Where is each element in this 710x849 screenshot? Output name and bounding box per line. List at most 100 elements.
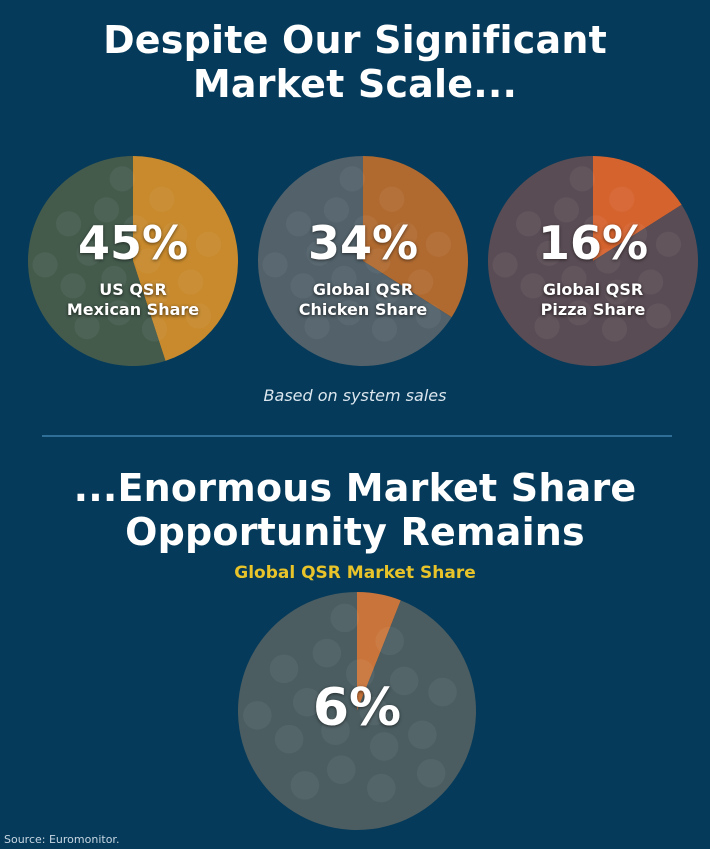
pie-pizza-texture <box>622 221 648 248</box>
pie-pizza-texture <box>536 240 562 266</box>
pie-assorted-food-texture <box>330 603 360 633</box>
pie-pizza-texture <box>583 215 609 241</box>
pie-tacos-texture <box>60 273 86 299</box>
pie-assorted-food-texture <box>389 666 419 696</box>
pie-assorted-food-texture <box>243 701 272 730</box>
pie-tacos-texture <box>106 300 132 326</box>
pie-tacos-slice-0 <box>133 156 239 361</box>
pie-pizza-texture <box>609 186 635 212</box>
pie-pizza-slice-1 <box>488 156 698 366</box>
pie-assorted-food-texture <box>367 773 396 803</box>
pie-mexican: 45% US QSR Mexican Share <box>28 156 239 366</box>
pie-tacos-texture <box>178 269 204 295</box>
pie-assorted-food-texture <box>326 755 356 784</box>
pie-chicken-label: Global QSR Chicken Share <box>298 280 428 319</box>
pie-fried-chicken-texture <box>285 211 312 237</box>
pie-pizza-texture <box>569 166 595 192</box>
pie-pizza-slice-0 <box>593 156 682 261</box>
pie-fried-chicken-texture <box>425 231 452 257</box>
pie-tacos-slice-1 <box>28 156 166 366</box>
pie-global-qsr-svg <box>238 592 476 830</box>
pie-fried-chicken-texture <box>379 186 405 212</box>
pie-fried-chicken-texture <box>374 279 400 305</box>
pie-global-qsr: 6% <box>238 592 476 830</box>
chart-subtitle: Global QSR Market Share <box>234 563 476 583</box>
pie-pizza-texture <box>601 316 628 342</box>
pie-pizza: 16% Global QSR Pizza Share <box>488 156 698 366</box>
pie-fried-chicken-texture <box>306 240 332 266</box>
pie-assorted-food-texture <box>269 654 299 684</box>
pie-pizza-texture <box>645 303 672 329</box>
pie-tacos-texture <box>141 316 168 342</box>
pie-fried-chicken-texture <box>392 221 418 248</box>
pie-fried-chicken-slice-0 <box>363 156 468 318</box>
pie-tacos-texture <box>123 215 149 241</box>
pie-mexican-value: 45% <box>77 216 189 270</box>
pie-fried-chicken-texture <box>371 316 398 342</box>
pie-fried-chicken-texture <box>323 197 349 223</box>
pie-tacos-texture <box>185 303 212 329</box>
pie-pizza-texture <box>515 211 542 237</box>
pie-assorted-food-texture <box>375 626 404 656</box>
pie-fried-chicken-texture <box>290 273 316 299</box>
pie-fried-chicken-texture <box>339 166 365 192</box>
pie-tacos-texture <box>55 211 82 237</box>
pie-assorted-food-texture <box>274 724 304 754</box>
pie-assorted-food-texture <box>428 677 457 707</box>
pie-tacos-texture <box>109 166 135 192</box>
pie-assorted-food-texture <box>359 696 389 726</box>
pie-pizza-label: Global QSR Pizza Share <box>540 280 646 319</box>
pie-assorted-food-texture <box>346 659 375 688</box>
pie-fried-chicken-texture <box>415 303 442 329</box>
pie-assorted-food-texture <box>321 716 350 746</box>
pie-tacos-texture <box>76 240 102 266</box>
pie-tacos-texture <box>101 265 127 292</box>
pie-pizza-texture <box>553 197 579 223</box>
pie-mexican-svg <box>28 156 239 366</box>
pie-fried-chicken-texture <box>331 265 357 292</box>
pie-tacos-texture <box>135 248 161 274</box>
pie-pizza-texture <box>638 269 664 295</box>
pie-assorted-food-texture <box>290 771 320 800</box>
source-note: Source: Euromonitor. <box>4 833 120 846</box>
pie-mexican-label: US QSR Mexican Share <box>66 280 200 319</box>
pie-pizza-svg <box>488 156 698 366</box>
pie-pizza-texture <box>655 231 682 257</box>
pie-chicken: 34% Global QSR Chicken Share <box>258 156 468 366</box>
pie-assorted-food-slice-0 <box>357 592 401 711</box>
pie-fried-chicken-texture <box>304 314 330 340</box>
pie-pizza-texture <box>492 252 518 278</box>
pie-tacos-texture <box>144 279 170 305</box>
pie-fried-chicken-slice-1 <box>258 156 452 366</box>
pie-tacos-texture <box>93 197 119 223</box>
headline-top: Despite Our Significant Market Scale... <box>103 18 607 106</box>
footnote-system-sales: Based on system sales <box>263 386 447 405</box>
pie-assorted-food-slice-1 <box>238 592 476 830</box>
pie-tacos-texture <box>74 314 100 340</box>
pie-fried-chicken-texture <box>353 215 379 241</box>
pie-assorted-food-texture <box>312 638 342 668</box>
pie-assorted-food-texture <box>292 687 322 717</box>
pie-assorted-food-texture <box>369 732 399 761</box>
pie-pizza-value: 16% <box>537 216 649 270</box>
pie-chicken-svg <box>258 156 468 366</box>
pie-chicken-value: 34% <box>307 216 419 270</box>
headline-bottom: ...Enormous Market Share Opportunity Rem… <box>73 466 637 554</box>
pie-tacos-texture <box>195 231 222 257</box>
pie-global-qsr-value: 6% <box>312 678 402 738</box>
pie-fried-chicken-texture <box>365 248 391 274</box>
pie-pizza-texture <box>520 273 546 299</box>
pie-assorted-food-texture <box>408 720 437 750</box>
pie-fried-chicken-texture <box>336 300 362 326</box>
section-divider <box>42 435 672 437</box>
pie-tacos-texture <box>162 221 188 248</box>
pie-tacos-texture <box>149 186 175 212</box>
pie-pizza-texture <box>595 248 621 274</box>
pie-pizza-texture <box>534 314 560 340</box>
pie-fried-chicken-texture <box>262 252 288 278</box>
pie-tacos-texture <box>32 252 58 278</box>
pie-pizza-texture <box>561 265 587 292</box>
pie-fried-chicken-texture <box>408 269 434 295</box>
pie-assorted-food-texture <box>416 758 446 788</box>
pie-pizza-texture <box>604 279 630 305</box>
